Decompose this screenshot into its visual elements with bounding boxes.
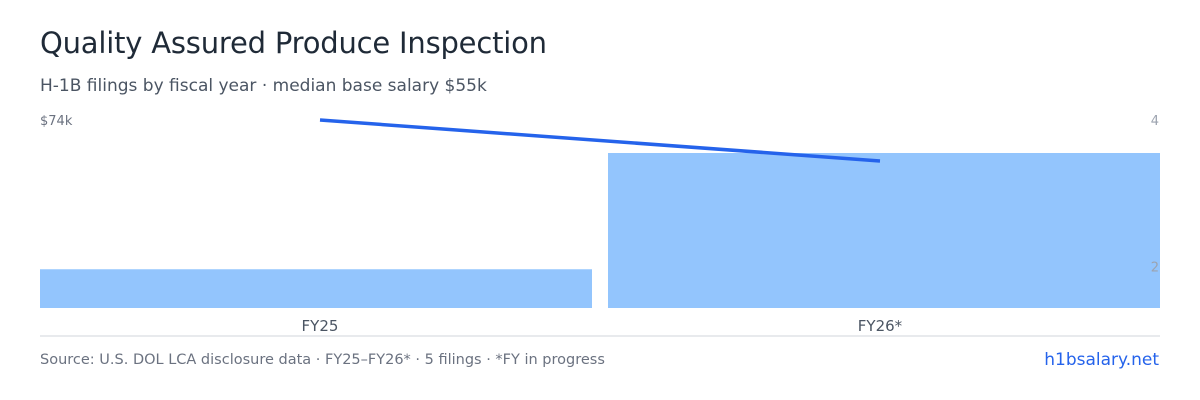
source-note: Source: U.S. DOL LCA disclosure data · F… [40, 352, 605, 368]
bar-fy26 [608, 153, 1160, 308]
right-tick-label: 2 [1151, 261, 1159, 276]
right-tick-label: 4 [1151, 114, 1159, 129]
bar-fy25 [40, 269, 592, 308]
salary-line [319, 118, 881, 163]
left-tick-label: $74k [40, 114, 73, 129]
x-tick-label: FY25 [302, 317, 339, 335]
chart-subtitle: H-1B filings by fiscal year · median bas… [40, 76, 487, 96]
x-tick-label: FY26* [858, 317, 903, 335]
chart-title: Quality Assured Produce Inspection [40, 26, 547, 60]
brand-link[interactable]: h1bsalary.net [1044, 350, 1159, 370]
